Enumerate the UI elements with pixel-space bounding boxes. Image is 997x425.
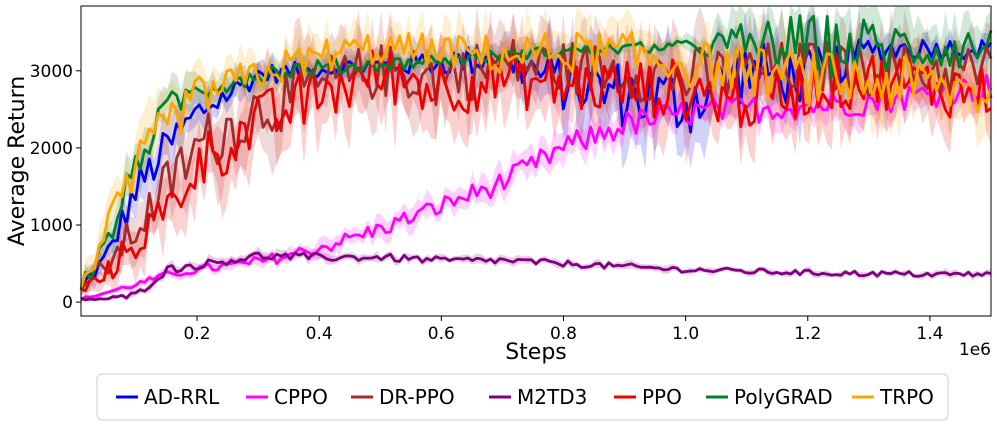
legend-box bbox=[96, 373, 949, 421]
line-polygrad bbox=[79, 14, 993, 291]
x-tick-label: 0.2 bbox=[184, 324, 211, 344]
x-tick-label: 1.4 bbox=[916, 324, 943, 344]
legend-label-trpo: TRPO bbox=[879, 385, 934, 409]
series-lines bbox=[79, 14, 993, 302]
legend-label-dr-ppo: DR-PPO bbox=[379, 385, 455, 409]
y-tick-label: 1000 bbox=[30, 216, 73, 236]
legend-label-ad-rrl: AD-RRL bbox=[144, 385, 220, 409]
band-dr-ppo bbox=[81, 6, 991, 299]
y-tick-label: 0 bbox=[62, 293, 73, 313]
y-tick-label: 3000 bbox=[30, 62, 73, 82]
band-m2td3 bbox=[81, 246, 991, 302]
legend: AD-RRL CPPO DR-PPO M2TD3 PPO PolyGRAD TRPO bbox=[96, 373, 949, 421]
line-m2td3 bbox=[80, 251, 992, 302]
x-tick-label: 0.4 bbox=[306, 324, 333, 344]
x-axis-ticks: 0.2 0.4 0.6 0.8 1.0 1.2 1.4 bbox=[184, 316, 943, 344]
legend-label-cppo: CPPO bbox=[274, 385, 328, 409]
plot-frame bbox=[80, 5, 992, 317]
x-axis-offset-label: 1e6 bbox=[959, 340, 991, 360]
band-trpo bbox=[81, 6, 991, 297]
legend-label-ppo: PPO bbox=[642, 385, 682, 409]
x-tick-label: 0.6 bbox=[428, 324, 455, 344]
legend-label-polygrad: PolyGRAD bbox=[734, 385, 833, 409]
line-dr-ppo bbox=[79, 38, 993, 291]
x-tick-label: 1.2 bbox=[794, 324, 821, 344]
y-tick-label: 2000 bbox=[30, 139, 73, 159]
x-axis-title: Steps bbox=[505, 340, 567, 365]
band-polygrad bbox=[81, 6, 991, 298]
y-axis-ticks: 0 1000 2000 3000 bbox=[30, 62, 81, 313]
x-tick-label: 0.8 bbox=[550, 324, 577, 344]
y-axis-title: Average Return bbox=[5, 76, 30, 246]
legend-label-m2td3: M2TD3 bbox=[517, 385, 587, 409]
x-tick-label: 1.0 bbox=[672, 324, 699, 344]
line-trpo bbox=[79, 30, 993, 288]
